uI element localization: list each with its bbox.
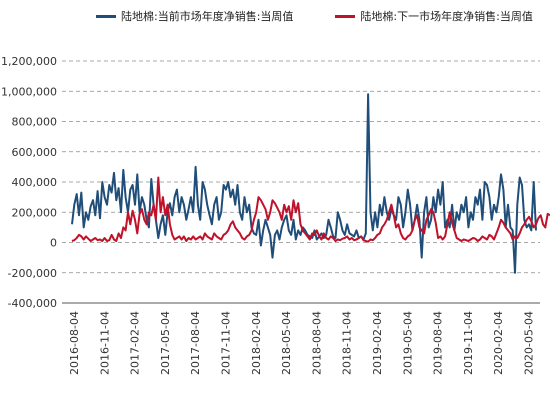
y-tick-label: 1,000,000 <box>1 85 57 98</box>
x-tick-label: 2017-08-04 <box>189 311 202 375</box>
x-tick-label: 2017-05-04 <box>159 311 172 375</box>
x-tick-label: 2019-11-04 <box>462 311 475 375</box>
y-axis-tick-labels: 1,200,000 1,000,000 800,000 600,000 400,000 2… <box>1 55 57 310</box>
x-tick-label: 2020-05-04 <box>523 311 536 375</box>
legend-label-next-year: 陆地棉:下一市场年度净销售:当周值 <box>360 10 533 23</box>
series-line-next-year <box>71 176 550 243</box>
y-tick-label: -200,000 <box>8 267 57 280</box>
legend-item-current-year: 陆地棉:当前市场年度净销售:当周值 <box>96 8 293 24</box>
legend-swatch-current-year <box>96 14 116 18</box>
legend-swatch-next-year <box>335 14 356 18</box>
x-tick-label: 2016-11-04 <box>98 311 111 375</box>
y-tick-label: 800,000 <box>12 116 58 129</box>
x-tick-label: 2019-02-04 <box>371 311 384 375</box>
x-tick-label: 2017-11-04 <box>220 311 233 375</box>
x-tick-label: 2018-08-04 <box>310 311 323 375</box>
y-tick-label: 400,000 <box>12 176 58 189</box>
y-tick-label: -400,000 <box>8 297 57 310</box>
y-tick-label: 1,200,000 <box>1 55 57 68</box>
x-tick-label: 2019-05-04 <box>401 311 414 375</box>
x-tick-label: 2018-05-04 <box>280 311 293 375</box>
x-tick-label: 2018-02-04 <box>250 311 263 375</box>
y-tick-label: 200,000 <box>12 206 58 219</box>
x-tick-label: 2017-02-04 <box>129 311 142 375</box>
y-tick-label: 0 <box>50 237 57 250</box>
y-tick-label: 600,000 <box>12 146 58 159</box>
x-axis-tick-labels: 2016-08-04 2016-11-04 2017-02-04 2017-05-04… <box>68 311 536 375</box>
x-tick-label: 2016-08-04 <box>68 311 81 375</box>
y-gridlines <box>62 60 540 304</box>
legend-label-current-year: 陆地棉:当前市场年度净销售:当周值 <box>121 10 294 23</box>
legend-item-next-year: 陆地棉:下一市场年度净销售:当周值 <box>335 8 533 24</box>
legend: 陆地棉:当前市场年度净销售:当周值 陆地棉:下一市场年度净销售:当周值 <box>96 8 533 24</box>
x-tick-label: 2020-02-04 <box>492 311 505 375</box>
series-line-current-year <box>71 93 537 274</box>
x-tick-label: 2018-11-04 <box>341 311 354 375</box>
series-lines <box>71 93 550 274</box>
x-tick-label: 2019-08-04 <box>432 311 445 375</box>
